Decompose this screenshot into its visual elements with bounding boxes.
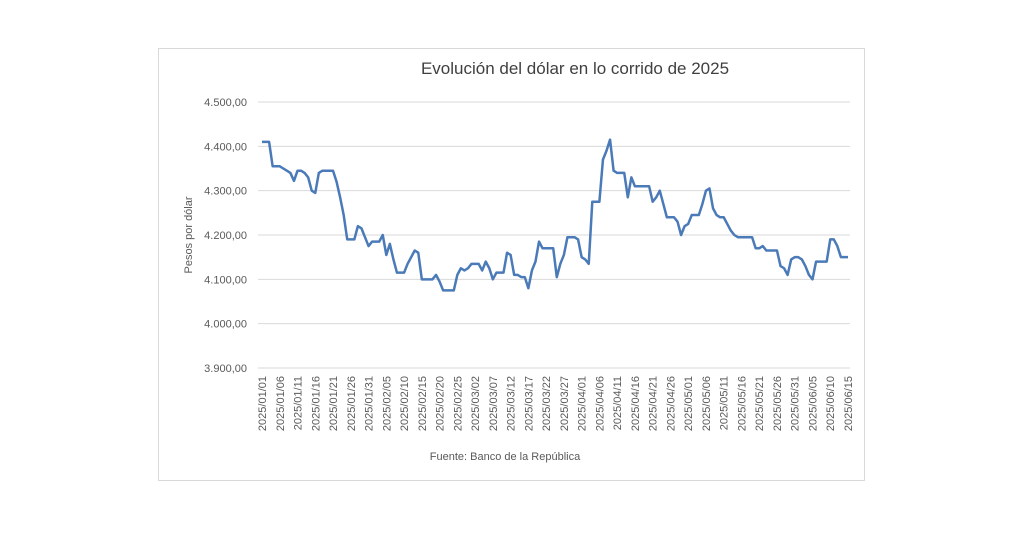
x-tick-label: 2025/01/16 xyxy=(310,376,322,431)
y-tick-label: 4.300,00 xyxy=(204,186,247,198)
x-tick-label: 2025/03/07 xyxy=(488,376,500,431)
x-tick-label: 2025/03/22 xyxy=(541,376,553,431)
x-tick-label: 2025/04/21 xyxy=(648,376,660,431)
x-tick-label: 2025/06/05 xyxy=(807,376,819,431)
source-note: Fuente: Banco de la República xyxy=(430,451,581,463)
x-tick-label: 2025/05/21 xyxy=(754,376,766,431)
y-tick-label: 4.000,00 xyxy=(204,319,247,331)
x-tick-label: 2025/04/26 xyxy=(665,376,677,431)
x-tick-label: 2025/05/26 xyxy=(772,376,784,431)
x-tick-label: 2025/02/25 xyxy=(452,376,464,431)
x-tick-label: 2025/06/15 xyxy=(843,376,855,431)
x-tick-label: 2025/04/01 xyxy=(577,376,589,431)
x-tick-label: 2025/04/06 xyxy=(594,376,606,431)
x-tick-label: 2025/03/02 xyxy=(470,376,482,431)
x-tick-label: 2025/02/15 xyxy=(417,376,429,431)
x-tick-label: 2025/01/11 xyxy=(293,376,305,430)
chart-title: Evolución del dólar en lo corrido de 202… xyxy=(421,59,729,78)
data-line xyxy=(262,138,848,292)
x-tick-label: 2025/03/17 xyxy=(523,376,535,431)
y-tick-label: 4.100,00 xyxy=(204,274,247,286)
x-tick-label: 2025/03/27 xyxy=(559,376,571,431)
x-tick-label: 2025/04/16 xyxy=(630,376,642,431)
x-tick-label: 2025/05/01 xyxy=(683,376,695,431)
y-tick-label: 4.400,00 xyxy=(204,141,247,153)
y-tick-label: 3.900,00 xyxy=(204,363,247,375)
y-tick-label: 4.500,00 xyxy=(204,97,247,109)
x-tick-label: 2025/05/16 xyxy=(736,376,748,431)
x-tick-label: 2025/01/06 xyxy=(275,376,287,431)
y-tick-label: 4.200,00 xyxy=(204,230,247,242)
x-tick-label: 2025/05/31 xyxy=(790,376,802,431)
x-tick-label: 2025/02/10 xyxy=(399,376,411,431)
x-tick-label: 2025/02/05 xyxy=(381,376,393,431)
x-tick-label: 2025/05/11 xyxy=(719,376,731,430)
x-tick-label: 2025/05/06 xyxy=(701,376,713,431)
x-tick-label: 2025/04/11 xyxy=(612,376,624,430)
x-tick-label: 2025/01/31 xyxy=(364,376,376,431)
x-tick-label: 2025/01/21 xyxy=(328,376,340,431)
x-tick-label: 2025/01/26 xyxy=(346,376,358,431)
y-axis-label: Pesos por dólar xyxy=(183,196,195,273)
x-tick-label: 2025/02/20 xyxy=(435,376,447,431)
x-tick-label: 2025/01/01 xyxy=(257,376,269,431)
x-tick-label: 2025/06/10 xyxy=(825,376,837,431)
x-tick-label: 2025/03/12 xyxy=(506,376,518,431)
